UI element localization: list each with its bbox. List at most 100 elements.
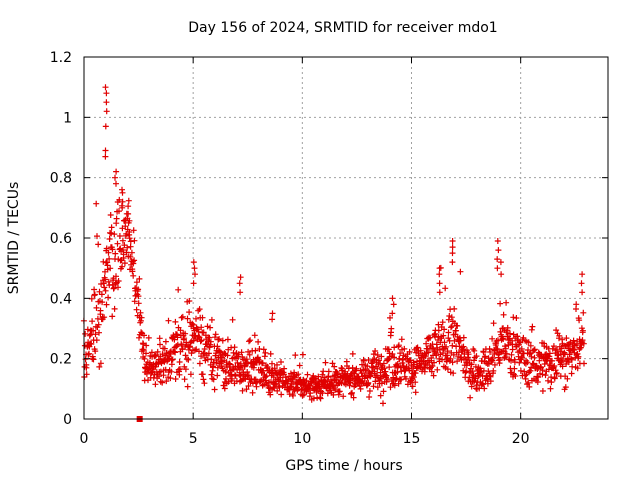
data-point — [391, 382, 398, 389]
data-point — [526, 383, 533, 390]
data-point — [193, 315, 199, 322]
data-point — [502, 345, 509, 352]
data-point — [445, 329, 452, 336]
data-point — [115, 278, 122, 284]
tick-labels: 0 5 10 15 20 0 0.2 0.4 0.6 0.8 1 1.2 — [50, 50, 530, 447]
data-point — [534, 366, 541, 372]
data-point — [578, 280, 585, 287]
data-point — [200, 376, 207, 383]
data-point — [85, 351, 92, 358]
data-point — [136, 334, 142, 341]
data-point — [103, 301, 110, 308]
data-point — [489, 335, 496, 342]
data-point — [549, 357, 555, 364]
data-point — [527, 342, 534, 349]
data-point — [377, 392, 384, 399]
data-point — [395, 342, 402, 349]
data-point — [444, 366, 451, 373]
data-point — [545, 377, 551, 384]
data-point — [269, 316, 276, 323]
data-point — [113, 180, 119, 187]
data-point — [503, 350, 510, 357]
data-point — [126, 235, 133, 242]
data-point — [246, 351, 253, 358]
data-point — [185, 356, 192, 363]
data-point — [546, 353, 553, 360]
data-point — [295, 371, 302, 378]
data-point — [529, 323, 536, 330]
data-point — [88, 341, 95, 347]
data-point — [436, 271, 443, 278]
data-point — [391, 354, 397, 361]
data-point — [212, 331, 219, 338]
data-point — [487, 349, 494, 355]
data-point — [143, 350, 149, 357]
data-point — [130, 272, 137, 279]
data-point — [535, 374, 542, 381]
data-point — [441, 339, 448, 346]
data-point — [152, 381, 159, 388]
data-point — [211, 386, 218, 393]
data-point — [182, 330, 189, 337]
data-point — [176, 371, 183, 378]
data-point — [494, 265, 501, 272]
data-point — [243, 386, 250, 393]
data-point — [237, 373, 244, 379]
data-point — [468, 361, 475, 368]
data-point — [454, 322, 461, 329]
data-point — [497, 259, 504, 266]
data-point — [215, 336, 222, 343]
data-point — [135, 300, 142, 307]
data-point — [138, 314, 145, 321]
data-point — [377, 369, 384, 376]
data-point — [434, 366, 441, 373]
data-point — [299, 386, 305, 393]
data-point — [579, 271, 586, 278]
data-point — [119, 204, 126, 211]
data-point — [121, 260, 128, 267]
data-point — [430, 372, 437, 379]
data-point — [101, 314, 108, 321]
data-point — [361, 375, 368, 382]
data-point — [378, 353, 385, 360]
data-point — [401, 345, 408, 352]
data-point — [131, 237, 138, 244]
data-point — [246, 338, 252, 345]
data-point — [445, 335, 452, 342]
data-point — [102, 153, 109, 160]
data-point — [116, 233, 123, 239]
data-point — [496, 356, 503, 363]
data-point — [205, 350, 212, 357]
data-point — [112, 174, 118, 181]
data-point — [539, 388, 546, 394]
data-point — [497, 300, 504, 307]
data-point — [90, 356, 97, 363]
data-point — [387, 384, 394, 391]
data-point — [181, 335, 188, 342]
data-point — [103, 108, 110, 115]
y-tick-label: 0.8 — [50, 171, 72, 187]
data-point — [212, 334, 218, 341]
data-point — [97, 360, 104, 367]
data-point — [214, 343, 221, 350]
data-point — [479, 380, 486, 387]
data-point — [548, 379, 555, 386]
data-point — [449, 250, 456, 257]
data-point — [184, 383, 191, 390]
data-point — [269, 360, 275, 367]
data-point — [576, 336, 583, 343]
data-point — [494, 256, 501, 263]
data-point — [84, 326, 91, 333]
data-point — [234, 366, 241, 373]
data-point — [229, 316, 236, 323]
data-point — [460, 343, 467, 350]
data-point — [130, 260, 137, 267]
data-point — [201, 346, 208, 352]
data-point — [208, 316, 215, 323]
data-point — [455, 349, 462, 356]
data-point — [221, 385, 228, 392]
data-point — [568, 370, 575, 377]
axis-ticks — [83, 56, 608, 420]
data-point — [451, 305, 458, 312]
data-point — [503, 299, 510, 306]
